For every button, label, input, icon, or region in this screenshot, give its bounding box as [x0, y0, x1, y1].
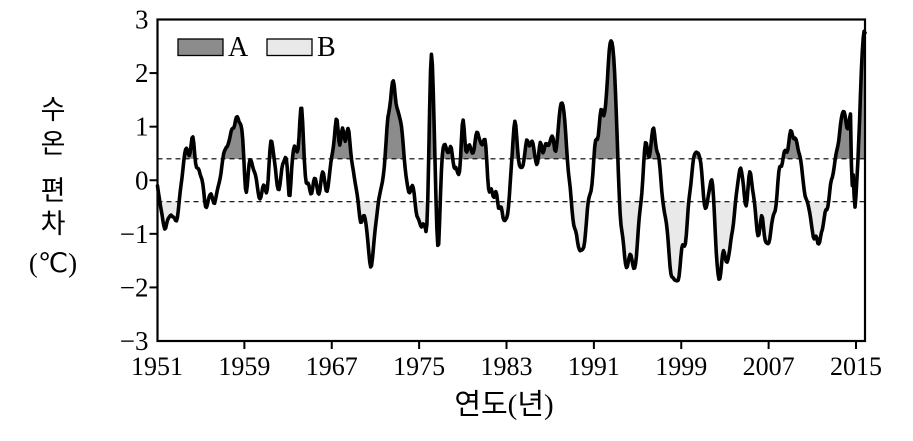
- svg-text:1967: 1967: [306, 352, 358, 381]
- svg-text:1975: 1975: [393, 352, 445, 381]
- svg-text:1: 1: [135, 112, 149, 142]
- svg-text:2: 2: [135, 58, 149, 88]
- svg-text:수: 수: [41, 95, 66, 125]
- svg-text:0: 0: [135, 165, 149, 195]
- svg-text:1983: 1983: [481, 352, 533, 381]
- svg-text:차: 차: [41, 209, 66, 239]
- svg-text:−1: −1: [120, 219, 149, 249]
- svg-text:1959: 1959: [218, 352, 270, 381]
- svg-text:연도(년): 연도(년): [454, 389, 553, 421]
- svg-text:1999: 1999: [655, 352, 707, 381]
- svg-text:편: 편: [41, 176, 66, 206]
- svg-text:1991: 1991: [568, 352, 620, 381]
- svg-text:3: 3: [135, 5, 149, 35]
- svg-text:A: A: [228, 32, 249, 63]
- svg-text:2007: 2007: [743, 352, 795, 381]
- svg-text:1951: 1951: [131, 352, 183, 381]
- svg-text:−2: −2: [120, 272, 149, 302]
- svg-text:2015: 2015: [830, 352, 882, 381]
- svg-text:(℃): (℃): [29, 248, 77, 278]
- svg-text:B: B: [317, 32, 336, 63]
- svg-text:온: 온: [41, 129, 66, 159]
